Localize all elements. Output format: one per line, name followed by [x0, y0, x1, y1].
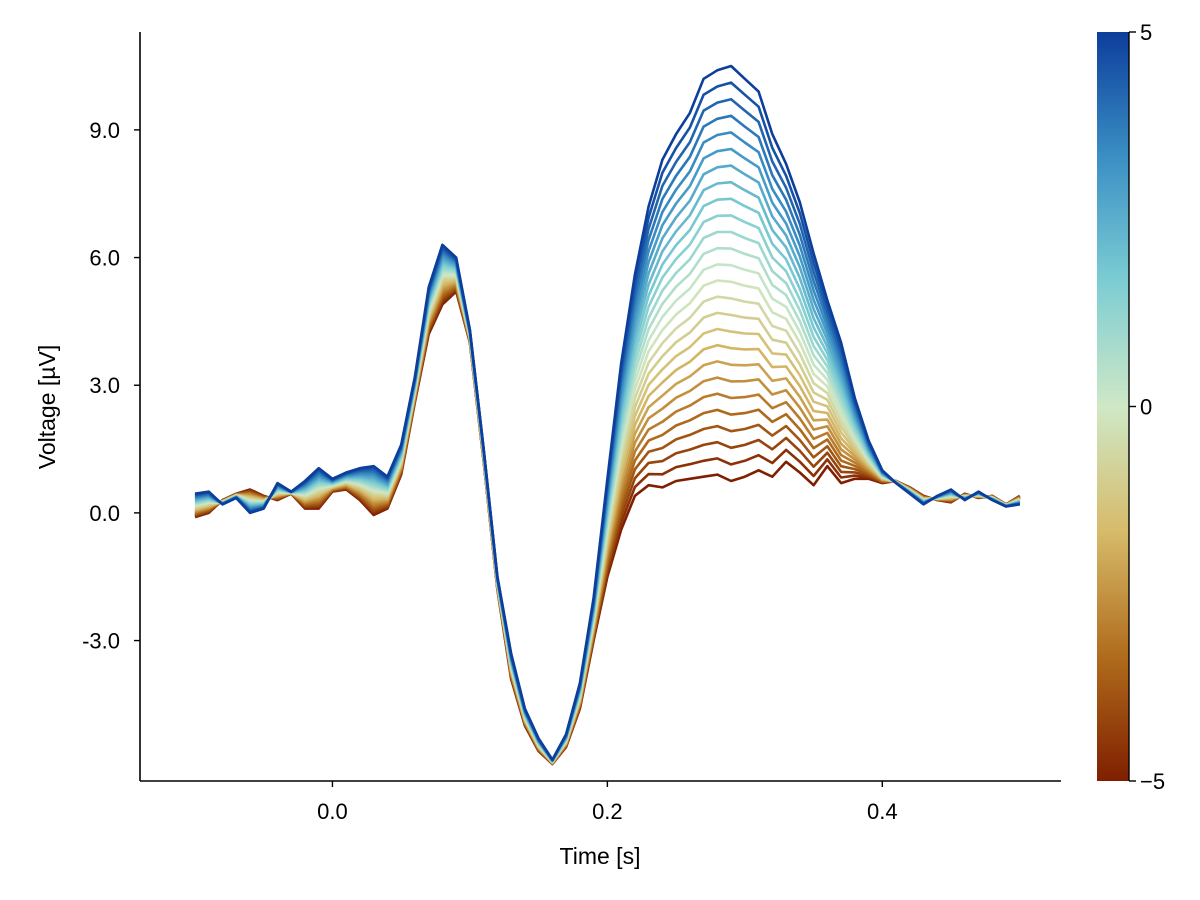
colorbar: −5 0 5 — [1097, 20, 1165, 794]
y-tick-label: 0.0 — [89, 501, 120, 526]
y-tick-label: 3.0 — [89, 373, 120, 398]
colorbar-gradient — [1097, 32, 1129, 781]
series-line — [194, 164, 1021, 763]
y-tick-label: -3.0 — [82, 629, 120, 654]
plot-area — [194, 64, 1021, 766]
y-tick-label: 9.0 — [89, 118, 120, 143]
series-line — [194, 131, 1021, 762]
series-line — [194, 81, 1021, 762]
colorbar-ticks: −5 0 5 — [1129, 20, 1165, 794]
x-axis-label: Time [s] — [560, 843, 641, 869]
axes: 0.0 0.2 0.4 -3.0 0.0 3.0 6.0 9.0 Time [s] Volt… — [34, 32, 1061, 869]
series-line — [194, 64, 1020, 762]
y-tick-label: 6.0 — [89, 246, 120, 271]
colorbar-tick-label: 5 — [1140, 20, 1152, 45]
colorbar-tick-label: −5 — [1140, 769, 1165, 794]
series-line — [194, 97, 1021, 762]
colorbar-tick-label: 0 — [1140, 395, 1152, 420]
series-line — [194, 114, 1021, 762]
x-tick-label: 0.4 — [867, 799, 898, 824]
x-tick-label: 0.0 — [317, 799, 348, 824]
x-tick-label: 0.2 — [592, 799, 623, 824]
x-ticks: 0.0 0.2 0.4 — [317, 781, 898, 824]
y-axis-label: Voltage [µV] — [34, 345, 60, 470]
y-ticks: -3.0 0.0 3.0 6.0 9.0 — [82, 118, 140, 654]
series-line — [194, 147, 1021, 762]
